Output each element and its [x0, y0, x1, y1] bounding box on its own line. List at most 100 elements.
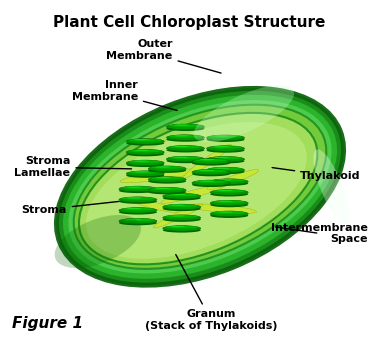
Ellipse shape [214, 135, 229, 137]
Ellipse shape [192, 161, 230, 166]
Ellipse shape [166, 215, 198, 218]
Ellipse shape [192, 159, 230, 164]
Ellipse shape [151, 177, 183, 180]
Ellipse shape [119, 208, 157, 213]
Ellipse shape [119, 197, 157, 203]
Ellipse shape [170, 226, 185, 227]
Ellipse shape [174, 124, 189, 126]
Ellipse shape [57, 89, 342, 284]
Ellipse shape [119, 221, 157, 225]
Ellipse shape [128, 198, 177, 212]
Ellipse shape [134, 160, 149, 162]
Text: Intermembrane
Space: Intermembrane Space [271, 223, 368, 244]
Ellipse shape [313, 149, 350, 224]
Ellipse shape [148, 168, 186, 173]
Ellipse shape [119, 199, 157, 204]
Ellipse shape [126, 171, 164, 176]
Ellipse shape [153, 204, 203, 228]
Ellipse shape [156, 177, 171, 178]
Ellipse shape [210, 192, 248, 197]
Ellipse shape [174, 146, 189, 147]
Ellipse shape [195, 180, 227, 183]
Ellipse shape [129, 150, 162, 152]
Ellipse shape [129, 139, 162, 142]
Ellipse shape [126, 139, 164, 144]
Ellipse shape [170, 205, 185, 206]
Ellipse shape [218, 190, 233, 191]
Ellipse shape [169, 157, 201, 159]
Ellipse shape [214, 146, 229, 147]
Ellipse shape [122, 208, 154, 211]
Ellipse shape [207, 159, 245, 164]
Ellipse shape [163, 193, 201, 199]
Ellipse shape [63, 95, 337, 279]
Text: Thylakoid: Thylakoid [272, 168, 361, 181]
Ellipse shape [126, 152, 164, 156]
Ellipse shape [213, 190, 245, 192]
Ellipse shape [200, 170, 215, 171]
Ellipse shape [122, 187, 154, 189]
Ellipse shape [119, 210, 157, 215]
Ellipse shape [166, 137, 204, 142]
Ellipse shape [166, 124, 204, 130]
Ellipse shape [126, 141, 164, 145]
Ellipse shape [148, 177, 186, 182]
Ellipse shape [210, 179, 248, 184]
Ellipse shape [163, 228, 201, 232]
Ellipse shape [126, 187, 142, 188]
Ellipse shape [207, 169, 245, 174]
Ellipse shape [166, 126, 204, 131]
Ellipse shape [79, 113, 317, 264]
Ellipse shape [209, 157, 242, 159]
Text: Stroma
Lamellae: Stroma Lamellae [15, 156, 132, 178]
Text: Stroma: Stroma [21, 201, 119, 215]
Ellipse shape [163, 226, 201, 231]
Ellipse shape [126, 163, 164, 167]
Ellipse shape [129, 160, 162, 163]
Ellipse shape [169, 135, 201, 138]
Ellipse shape [209, 135, 242, 138]
Ellipse shape [194, 85, 294, 142]
Ellipse shape [218, 201, 233, 202]
Ellipse shape [163, 215, 201, 221]
Ellipse shape [210, 211, 248, 217]
Ellipse shape [169, 124, 201, 127]
Ellipse shape [126, 197, 142, 198]
Ellipse shape [119, 189, 157, 193]
Ellipse shape [174, 135, 189, 136]
Text: Outer
Membrane: Outer Membrane [106, 39, 221, 73]
Ellipse shape [207, 148, 245, 153]
Ellipse shape [166, 156, 204, 162]
Ellipse shape [148, 179, 186, 184]
Ellipse shape [148, 188, 186, 193]
Ellipse shape [134, 139, 149, 140]
Ellipse shape [187, 204, 257, 213]
Ellipse shape [161, 185, 225, 203]
Ellipse shape [207, 137, 245, 142]
Ellipse shape [213, 179, 245, 182]
Ellipse shape [170, 194, 185, 195]
Ellipse shape [163, 196, 201, 200]
Ellipse shape [210, 203, 248, 207]
Ellipse shape [218, 179, 233, 180]
Ellipse shape [148, 166, 186, 172]
Ellipse shape [207, 146, 245, 151]
Ellipse shape [122, 197, 154, 200]
Ellipse shape [163, 206, 201, 211]
Ellipse shape [210, 200, 248, 206]
Ellipse shape [126, 149, 164, 155]
Ellipse shape [166, 205, 198, 207]
Ellipse shape [68, 100, 332, 274]
Ellipse shape [192, 182, 230, 187]
Ellipse shape [209, 167, 242, 170]
Text: Granum
(Stack of Thylakoids): Granum (Stack of Thylakoids) [145, 254, 277, 331]
Ellipse shape [54, 86, 346, 288]
Ellipse shape [192, 169, 230, 175]
Ellipse shape [207, 135, 245, 141]
Ellipse shape [126, 160, 164, 166]
Ellipse shape [200, 181, 215, 182]
Ellipse shape [195, 170, 227, 172]
Ellipse shape [126, 208, 142, 209]
Ellipse shape [166, 159, 204, 163]
Ellipse shape [192, 172, 230, 176]
